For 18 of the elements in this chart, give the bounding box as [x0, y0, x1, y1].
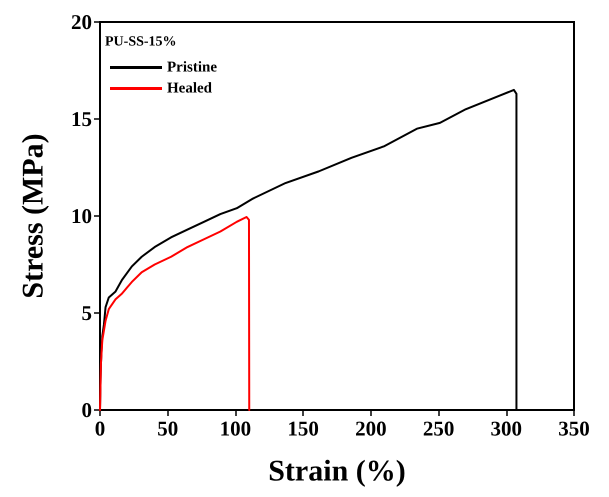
- y-axis-title: Stress (MPa): [16, 133, 50, 299]
- x-tick-label: 350: [558, 416, 590, 440]
- x-tick-label: 150: [287, 416, 319, 440]
- y-tick-label: 20: [71, 10, 92, 34]
- y-tick-label: 0: [82, 398, 92, 422]
- y-tick-label: 5: [82, 301, 92, 325]
- legend-title: PU-SS-15%: [105, 34, 177, 50]
- x-tick-label: 250: [422, 416, 454, 440]
- line-series: [99, 216, 250, 411]
- x-tick-label: 50: [157, 416, 178, 440]
- x-tick-label: 100: [220, 416, 252, 440]
- x-axis-title: Strain (%): [268, 454, 406, 488]
- legend-label: Healed: [167, 80, 213, 96]
- y-tick-label: 15: [71, 107, 92, 131]
- legend-label: Pristine: [167, 60, 218, 76]
- x-tick-label: 300: [490, 416, 522, 440]
- y-tick-label: 10: [71, 204, 92, 228]
- x-tick-label: 200: [355, 416, 387, 440]
